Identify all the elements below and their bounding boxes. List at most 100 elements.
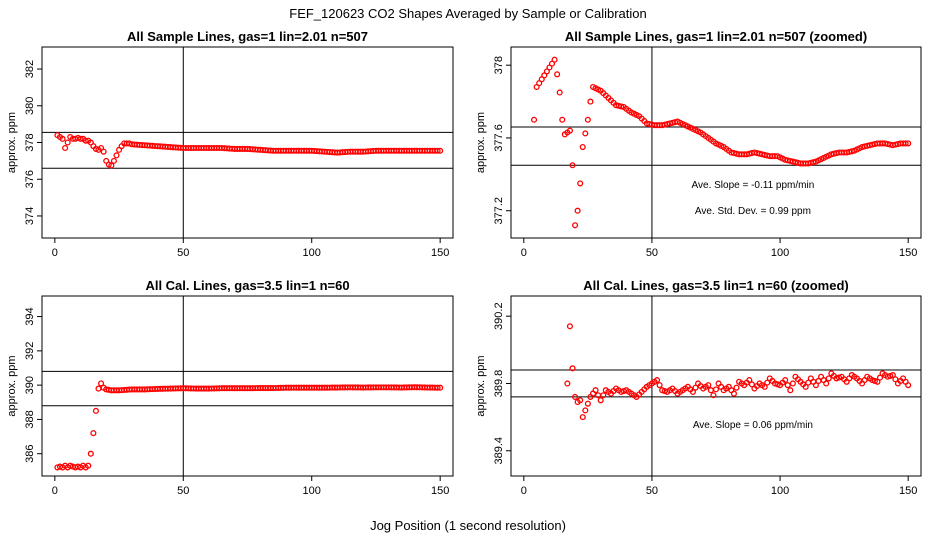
data-point [600, 392, 607, 399]
data-point [59, 135, 66, 142]
plot-frame [510, 46, 922, 239]
data-point [587, 98, 594, 105]
panel-3: All Cal. Lines, gas=3.5 lin=1 n=60 0 50 100… [6, 278, 454, 497]
data-point [733, 384, 740, 391]
y-axis-label: approx. ppm [475, 355, 487, 416]
data-point [64, 139, 71, 146]
x-tick-label: 50 [646, 247, 658, 259]
data-point [574, 207, 581, 214]
data-point [782, 377, 789, 384]
x-tick-label: 150 [899, 247, 917, 259]
data-point [572, 222, 579, 229]
data-point [584, 116, 591, 123]
data-point [531, 116, 538, 123]
data-point [746, 377, 753, 384]
data-point [748, 381, 755, 388]
data-point [654, 377, 661, 384]
plot-frame [41, 46, 454, 239]
data-point [569, 365, 576, 372]
data-point [569, 162, 576, 169]
data-point [848, 148, 855, 155]
y-tick-label: 389.4 [493, 437, 505, 465]
data-point [707, 387, 714, 394]
data-point [889, 372, 896, 379]
data-point [551, 56, 558, 63]
x-tick-label: 100 [303, 247, 321, 259]
y-tick-label: 386 [24, 445, 36, 463]
data-point [582, 130, 589, 137]
y-tick-label: 380 [24, 97, 36, 115]
x-tick-label: 150 [431, 485, 449, 497]
y-tick-label: 374 [24, 207, 36, 225]
data-point [434, 147, 441, 154]
data-point [577, 397, 584, 404]
annotation: Ave. Slope = -0.11 ppm/min [692, 180, 815, 191]
data-point [812, 382, 819, 389]
panel-2: All Sample Lines, gas=1 lin=2.01 n=507 (… [475, 29, 922, 259]
x-tick-label: 0 [521, 247, 527, 259]
data-point [110, 157, 117, 164]
y-axis-label: approx. ppm [6, 112, 18, 173]
panel-4: All Cal. Lines, gas=3.5 lin=1 n=60 (zoom… [475, 278, 922, 497]
data-point [825, 375, 832, 382]
y-tick-label: 377.2 [493, 197, 505, 225]
data-point [892, 376, 899, 383]
x-tick-label: 0 [521, 485, 527, 497]
data-point [579, 143, 586, 151]
main-title: FEF_120623 CO2 Shapes Averaged by Sample… [289, 6, 646, 21]
data-point [566, 127, 573, 134]
data-point [108, 162, 115, 169]
annotation: Ave. Std. Dev. = 0.99 ppm [695, 206, 811, 217]
panel-title: All Cal. Lines, gas=3.5 lin=1 n=60 [145, 278, 349, 293]
data-point [618, 103, 625, 110]
y-tick-label: 377.6 [493, 124, 505, 152]
y-tick-label: 382 [24, 60, 36, 78]
data-point [874, 378, 881, 385]
x-tick-label: 50 [177, 247, 189, 259]
plot-frame [510, 295, 922, 477]
data-point [85, 462, 92, 469]
data-point [554, 71, 561, 78]
y-tick-label: 394 [24, 307, 36, 325]
y-tick-label: 376 [24, 170, 36, 188]
data-point [876, 374, 884, 381]
y-axis-label: approx. ppm [475, 112, 487, 173]
annotation: Ave. Slope = 0.06 ppm/min [693, 420, 813, 431]
panel-1: All Sample Lines, gas=1 lin=2.01 n=507 0 5… [6, 29, 454, 259]
data-point [802, 383, 809, 390]
data-point [82, 137, 89, 144]
data-point [787, 387, 794, 394]
x-tick-label: 0 [52, 247, 58, 259]
data-point [87, 450, 94, 457]
panel-title: All Sample Lines, gas=1 lin=2.01 n=507 [127, 29, 368, 44]
data-point [437, 147, 444, 154]
data-point [789, 380, 796, 387]
x-tick-label: 100 [771, 247, 789, 259]
data-point [692, 384, 699, 391]
data-point [705, 382, 712, 389]
x-tick-label: 50 [646, 485, 658, 497]
data-point [566, 323, 573, 330]
data-point [113, 152, 120, 159]
data-point [62, 144, 69, 152]
data-point [584, 400, 591, 407]
data-point [90, 430, 97, 437]
data-point [761, 383, 768, 390]
data-point [823, 380, 830, 387]
data-point [564, 380, 571, 387]
x-tick-label: 0 [52, 485, 58, 497]
y-tick-label: 390.2 [493, 302, 505, 330]
x-tick-label: 100 [303, 485, 321, 497]
y-tick-label: 388 [24, 410, 36, 428]
y-tick-label: 392 [24, 342, 36, 360]
data-point [95, 385, 102, 392]
x-tick-label: 150 [431, 247, 449, 259]
data-point [92, 407, 99, 414]
data-point [597, 397, 604, 404]
y-axis-label: approx. ppm [6, 355, 18, 416]
data-point [730, 390, 737, 397]
y-tick-label: 389.8 [493, 370, 505, 398]
x-tick-label: 50 [177, 485, 189, 497]
y-tick-label: 378 [493, 56, 505, 74]
